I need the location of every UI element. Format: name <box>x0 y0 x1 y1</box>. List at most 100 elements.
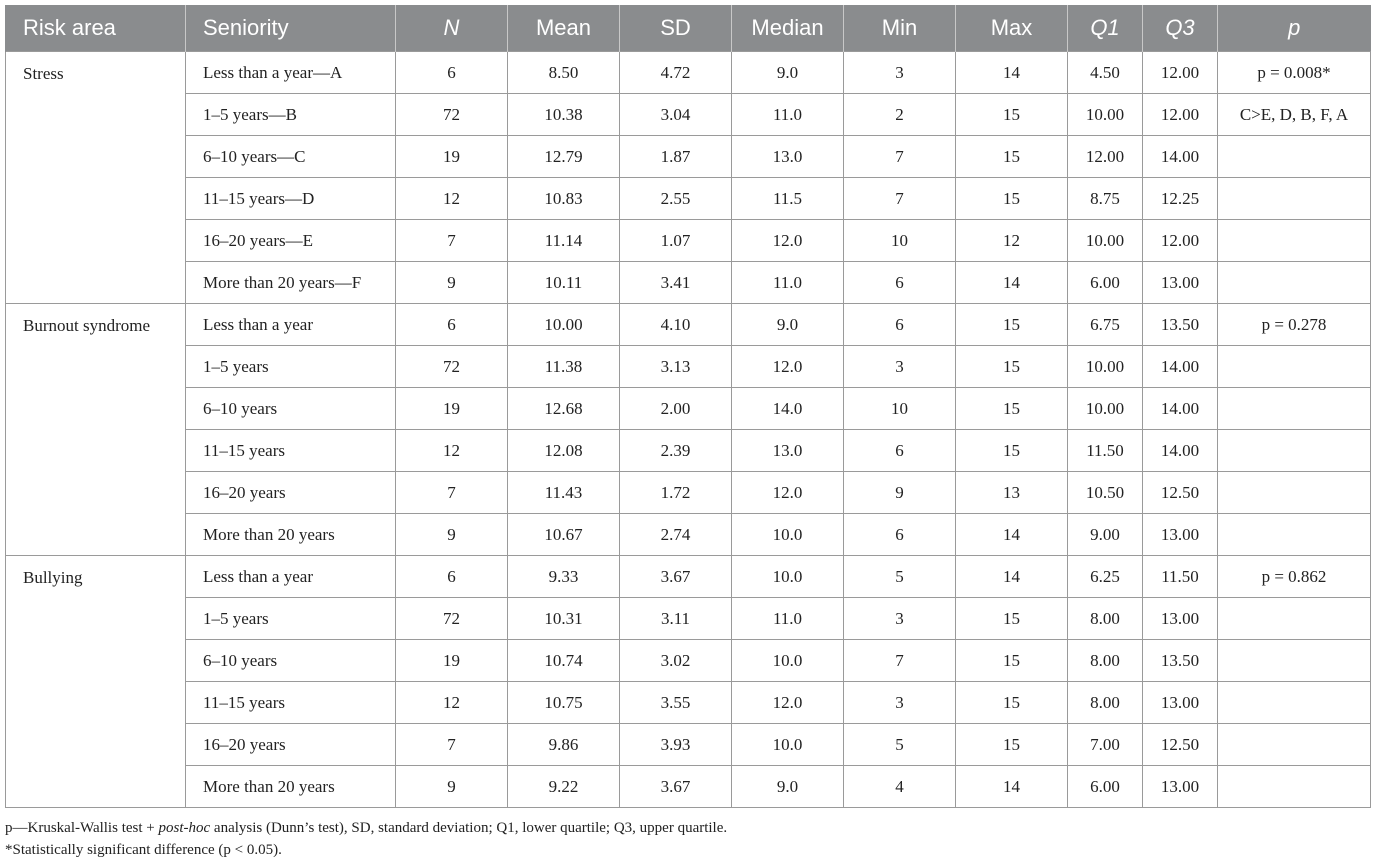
cell-median: 12.0 <box>731 471 844 514</box>
cell-sd: 1.07 <box>619 219 732 262</box>
cell-seniority: More than 20 years—F <box>185 261 396 304</box>
cell-mean: 12.08 <box>507 429 620 472</box>
table-row: Burnout syndrome Less than a year 6 10.00 4.… <box>5 303 1371 556</box>
cell-q1: 6.75 <box>1067 303 1143 346</box>
cell-mean: 10.83 <box>507 177 620 220</box>
header-max: Max <box>955 5 1068 52</box>
cell-median: 12.0 <box>731 219 844 262</box>
cell-max: 14 <box>955 51 1068 94</box>
cell-risk-area: Bullying <box>5 555 186 808</box>
cell-min: 7 <box>843 639 956 682</box>
cell-q3: 12.00 <box>1142 93 1218 136</box>
cell-p: p = 0.862 <box>1217 555 1371 598</box>
header-min: Min <box>843 5 956 52</box>
cell-p: p = 0.278 <box>1217 303 1371 346</box>
cell-seniority: 6–10 years <box>185 387 396 430</box>
cell-seniority: 6–10 years <box>185 639 396 682</box>
cell-n: 12 <box>395 681 508 724</box>
cell-q3: 14.00 <box>1142 345 1218 388</box>
cell-q1: 10.00 <box>1067 219 1143 262</box>
cell-sd: 3.67 <box>619 555 732 598</box>
cell-n: 6 <box>395 303 508 346</box>
table-row: 11–15 years 12 10.75 3.55 12.0 3 15 8.00 13.00 <box>6 681 1371 724</box>
cell-risk-area: Stress <box>5 51 186 304</box>
table-row: 16–20 years—E 7 11.14 1.07 12.0 10 12 10.00 12.0… <box>6 219 1371 262</box>
cell-n: 72 <box>395 597 508 640</box>
cell-p: C>E, D, B, F, A <box>1217 93 1371 136</box>
cell-p <box>1217 219 1371 262</box>
table-row: More than 20 years 9 9.22 3.67 9.0 4 14 6.00 13.… <box>6 765 1371 808</box>
cell-q3: 11.50 <box>1142 555 1218 598</box>
cell-sd: 1.72 <box>619 471 732 514</box>
cell-n: 9 <box>395 261 508 304</box>
table-container: Risk area Seniority N Mean SD Median Min… <box>5 5 1371 808</box>
cell-mean: 11.14 <box>507 219 620 262</box>
cell-mean: 9.22 <box>507 765 620 808</box>
cell-median: 10.0 <box>731 723 844 766</box>
cell-n: 6 <box>395 555 508 598</box>
cell-q1: 10.00 <box>1067 387 1143 430</box>
header-sd: SD <box>619 5 732 52</box>
cell-min: 3 <box>843 51 956 94</box>
cell-p <box>1217 387 1371 430</box>
cell-q1: 9.00 <box>1067 513 1143 556</box>
cell-q3: 14.00 <box>1142 135 1218 178</box>
header-n: N <box>395 5 508 52</box>
footnote-text: p—Kruskal-Wallis test + <box>5 820 159 836</box>
cell-min: 9 <box>843 471 956 514</box>
cell-max: 14 <box>955 513 1068 556</box>
cell-median: 14.0 <box>731 387 844 430</box>
cell-mean: 12.79 <box>507 135 620 178</box>
cell-max: 15 <box>955 345 1068 388</box>
cell-n: 72 <box>395 93 508 136</box>
cell-seniority: 11–15 years <box>185 681 396 724</box>
cell-min: 5 <box>843 723 956 766</box>
cell-n: 9 <box>395 513 508 556</box>
cell-median: 10.0 <box>731 555 844 598</box>
cell-p <box>1217 429 1371 472</box>
cell-median: 10.0 <box>731 639 844 682</box>
table-row: 16–20 years 7 9.86 3.93 10.0 5 15 7.00 12.50 <box>6 723 1371 766</box>
cell-q1: 7.00 <box>1067 723 1143 766</box>
cell-median: 11.0 <box>731 597 844 640</box>
cell-seniority: Less than a year <box>185 303 396 346</box>
cell-min: 3 <box>843 681 956 724</box>
cell-min: 6 <box>843 513 956 556</box>
cell-p <box>1217 345 1371 388</box>
cell-risk-area: Burnout syndrome <box>5 303 186 556</box>
cell-seniority: 16–20 years <box>185 723 396 766</box>
cell-min: 6 <box>843 303 956 346</box>
table-row: Bullying Less than a year 6 9.33 3.67 10.0 5 14… <box>5 555 1371 808</box>
cell-seniority: 1–5 years <box>185 597 396 640</box>
cell-min: 10 <box>843 219 956 262</box>
cell-seniority: 1–5 years—B <box>185 93 396 136</box>
header-seniority: Seniority <box>185 5 396 52</box>
header-p: p <box>1217 5 1371 52</box>
cell-q3: 13.50 <box>1142 639 1218 682</box>
cell-median: 11.5 <box>731 177 844 220</box>
cell-sd: 2.39 <box>619 429 732 472</box>
cell-p <box>1217 513 1371 556</box>
cell-mean: 8.50 <box>507 51 620 94</box>
cell-min: 3 <box>843 345 956 388</box>
cell-max: 12 <box>955 219 1068 262</box>
cell-n: 19 <box>395 135 508 178</box>
cell-min: 2 <box>843 93 956 136</box>
cell-seniority: 16–20 years—E <box>185 219 396 262</box>
cell-mean: 11.43 <box>507 471 620 514</box>
table-row: 1–5 years 72 11.38 3.13 12.0 3 15 10.00 14.00 <box>6 345 1371 388</box>
cell-min: 3 <box>843 597 956 640</box>
cell-sd: 2.74 <box>619 513 732 556</box>
footnote-significance: *Statistically significant difference (p… <box>5 842 282 858</box>
cell-n: 19 <box>395 639 508 682</box>
cell-max: 14 <box>955 555 1068 598</box>
cell-seniority: More than 20 years <box>185 513 396 556</box>
cell-mean: 12.68 <box>507 387 620 430</box>
cell-q1: 8.00 <box>1067 597 1143 640</box>
footnote-methods: p—Kruskal-Wallis test + post-hoc analysi… <box>5 817 1370 839</box>
table-footnotes: p—Kruskal-Wallis test + post-hoc analysi… <box>5 817 1370 861</box>
cell-min: 6 <box>843 429 956 472</box>
cell-n: 72 <box>395 345 508 388</box>
cell-sd: 4.10 <box>619 303 732 346</box>
cell-p <box>1217 723 1371 766</box>
